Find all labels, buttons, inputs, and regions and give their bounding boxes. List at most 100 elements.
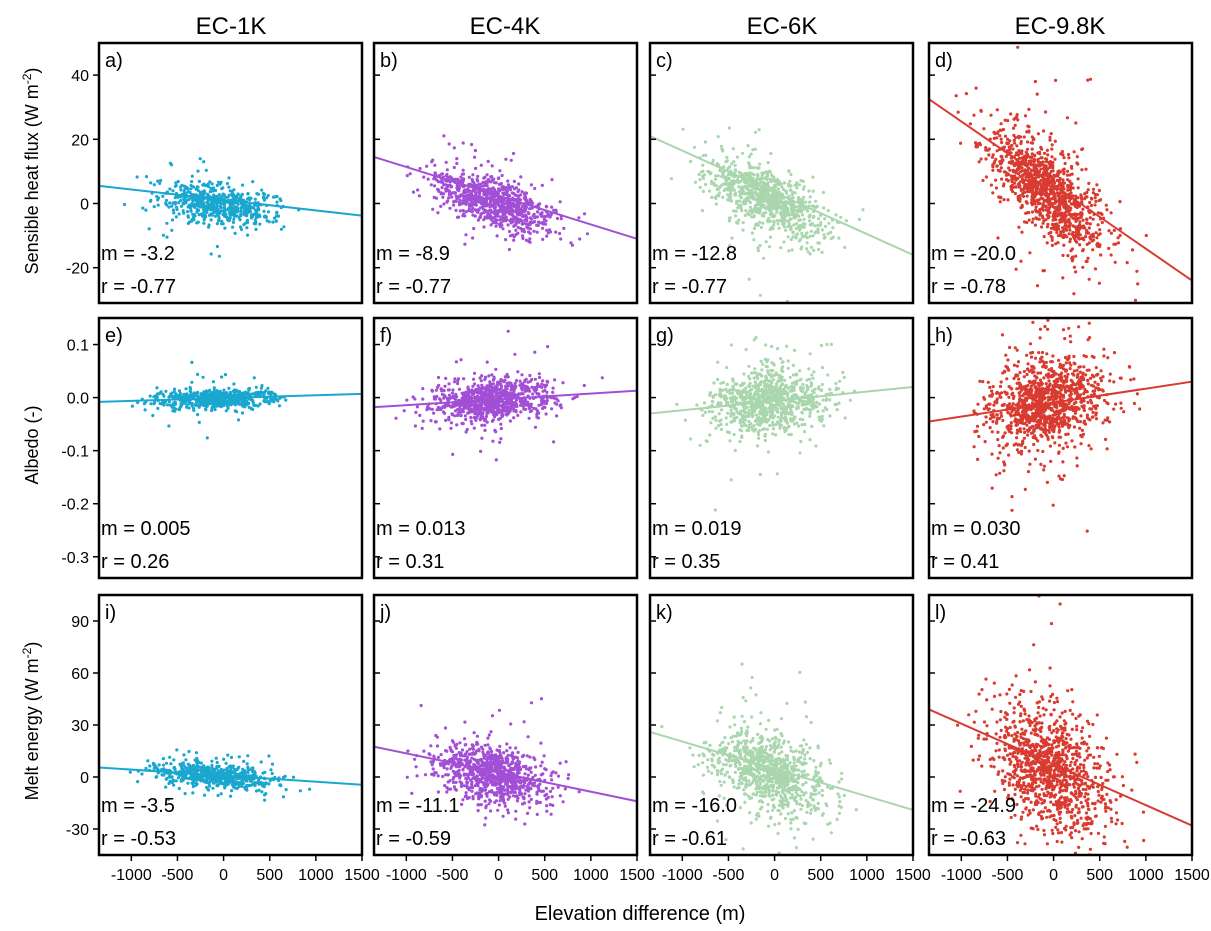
data-point [545, 390, 549, 394]
data-point [700, 209, 705, 213]
data-point [171, 189, 175, 193]
data-point [756, 172, 760, 177]
data-point [1052, 223, 1056, 227]
data-point [258, 222, 262, 226]
regression-line [374, 155, 637, 240]
data-point [179, 199, 183, 203]
data-point [533, 377, 538, 381]
data-point [1091, 187, 1096, 191]
data-point [1051, 218, 1055, 222]
data-point [240, 192, 244, 196]
data-point [692, 145, 697, 149]
data-point [751, 191, 755, 196]
data-point [1051, 190, 1056, 195]
data-point [750, 165, 754, 170]
y-axis-label-superscript: -2 [20, 647, 34, 658]
data-point [1086, 221, 1090, 225]
data-point [480, 436, 484, 440]
data-point [769, 151, 773, 156]
data-point [440, 186, 444, 190]
data-point [451, 388, 455, 392]
data-point [144, 175, 149, 179]
data-point [489, 175, 493, 179]
data-point [204, 168, 208, 172]
data-point [437, 407, 441, 411]
data-point [200, 402, 204, 406]
data-point [1067, 232, 1071, 236]
data-point [570, 243, 575, 247]
data-point [478, 216, 482, 220]
data-point [510, 391, 514, 395]
data-point [787, 169, 791, 173]
data-point [1070, 164, 1074, 169]
data-point [552, 440, 556, 444]
data-point [518, 379, 522, 383]
panel-letter: d) [935, 50, 953, 72]
data-point [223, 202, 227, 206]
data-point [1020, 203, 1024, 207]
data-point [1088, 77, 1093, 81]
data-point [532, 229, 536, 233]
data-point [223, 373, 228, 377]
data-point [1050, 236, 1054, 240]
data-point [173, 409, 177, 413]
data-point [1065, 173, 1069, 177]
data-point [248, 208, 252, 213]
data-point [444, 376, 448, 380]
data-point [552, 396, 556, 400]
data-point [1028, 251, 1032, 255]
data-point [1012, 181, 1017, 185]
data-point [453, 397, 457, 401]
data-point [1008, 168, 1012, 172]
data-point [505, 372, 509, 377]
data-point [760, 198, 765, 202]
data-point [480, 423, 484, 427]
data-point [512, 238, 516, 242]
data-point [523, 191, 528, 195]
data-point [1069, 191, 1073, 195]
data-point [475, 208, 479, 212]
data-point [775, 210, 779, 214]
y-axis-label-albedo: Albedo (-) [22, 405, 42, 484]
data-point [759, 187, 763, 191]
data-point [750, 231, 755, 235]
data-point [206, 394, 210, 398]
data-point [447, 142, 451, 146]
data-point [559, 403, 563, 407]
data-point [1030, 187, 1034, 191]
data-point [1039, 196, 1043, 200]
data-point [237, 389, 242, 394]
data-point [748, 192, 752, 196]
data-point [794, 226, 798, 231]
data-point [1035, 167, 1039, 171]
data-point [530, 385, 534, 389]
data-point [156, 179, 160, 183]
data-point [721, 149, 725, 153]
slope-label: m = -20.0 [931, 243, 1016, 265]
data-point [720, 174, 724, 179]
data-point [974, 145, 978, 149]
data-point [477, 190, 481, 194]
data-point [204, 210, 208, 214]
data-point [503, 191, 507, 196]
data-point [553, 378, 557, 382]
data-point [994, 157, 998, 161]
data-point [1042, 173, 1046, 177]
data-point [211, 203, 215, 207]
data-point [1021, 194, 1026, 198]
data-point [1032, 137, 1036, 141]
data-point [523, 398, 527, 402]
data-point [500, 201, 504, 205]
data-point [1042, 181, 1046, 185]
data-point [185, 405, 189, 409]
data-point [718, 168, 722, 173]
data-point [802, 217, 806, 221]
data-point [472, 371, 477, 375]
data-point [989, 183, 994, 187]
data-point [1017, 225, 1021, 229]
data-point [447, 415, 451, 419]
data-point [1023, 114, 1028, 118]
data-point [794, 233, 798, 238]
data-point [790, 248, 794, 252]
data-point [829, 230, 833, 234]
